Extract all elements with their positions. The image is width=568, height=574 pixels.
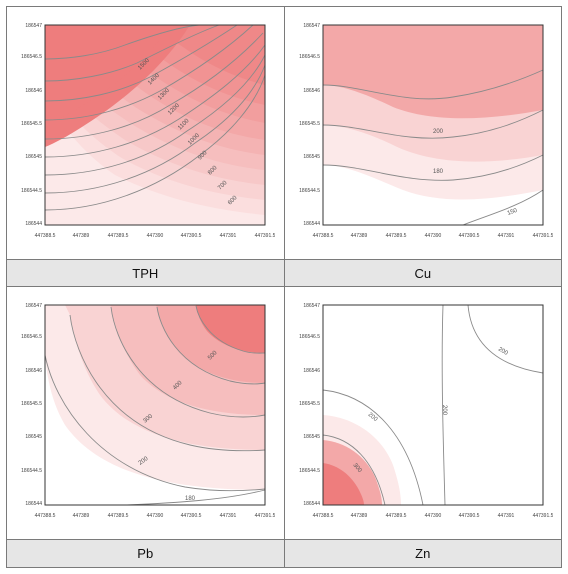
svg-text:186545.5: 186545.5 [21, 121, 42, 127]
svg-text:186544: 186544 [303, 221, 320, 227]
svg-text:186547: 186547 [26, 303, 43, 309]
contour-label: 200 [433, 129, 444, 135]
svg-text:447391: 447391 [220, 233, 237, 239]
plot-cell-cu: 150 180 200 447388.5 447389 447389.5 447… [284, 7, 562, 260]
svg-text:186545.5: 186545.5 [299, 121, 320, 127]
svg-text:447391.5: 447391.5 [532, 513, 552, 519]
svg-text:186546.5: 186546.5 [21, 54, 42, 60]
svg-text:186546: 186546 [26, 88, 43, 94]
panel-label-zn: Zn [284, 540, 562, 568]
contour-plot-cu: 150 180 200 447388.5 447389 447389.5 447… [293, 15, 553, 251]
figure-grid: 600 700 800 900 1000 1100 1200 1300 1400… [0, 0, 568, 574]
svg-text:447389.5: 447389.5 [108, 233, 129, 239]
svg-text:447391.5: 447391.5 [255, 513, 275, 519]
svg-text:447389: 447389 [350, 233, 367, 239]
svg-text:447388.5: 447388.5 [312, 233, 333, 239]
contour-label: 180 [185, 496, 196, 502]
svg-text:186545.5: 186545.5 [299, 401, 320, 407]
svg-text:447389.5: 447389.5 [385, 513, 406, 519]
svg-text:186546.5: 186546.5 [299, 54, 320, 60]
svg-text:447388.5: 447388.5 [35, 513, 56, 519]
svg-text:447388.5: 447388.5 [35, 233, 56, 239]
panel-label: TPH [132, 266, 158, 281]
svg-text:447389: 447389 [350, 513, 367, 519]
svg-text:186547: 186547 [26, 23, 43, 29]
panel-label-cu: Cu [284, 259, 562, 287]
svg-text:186546: 186546 [303, 88, 320, 94]
svg-text:447388.5: 447388.5 [312, 513, 333, 519]
svg-text:447390: 447390 [147, 233, 164, 239]
svg-text:447389: 447389 [73, 513, 90, 519]
svg-text:447391.5: 447391.5 [532, 233, 552, 239]
panel-label-pb: Pb [7, 540, 285, 568]
svg-text:447390.5: 447390.5 [181, 513, 202, 519]
svg-text:447390.5: 447390.5 [181, 233, 202, 239]
svg-text:447390: 447390 [147, 513, 164, 519]
svg-text:447391: 447391 [497, 233, 514, 239]
y-axis: 186544 186544.5 186545 186545.5 186546 1… [21, 23, 42, 227]
svg-text:186544.5: 186544.5 [299, 188, 320, 194]
svg-text:186545: 186545 [26, 154, 43, 160]
svg-text:447390: 447390 [424, 233, 441, 239]
x-axis: 447388.5 447389 447389.5 447390 447390.5… [35, 233, 275, 239]
svg-text:186546: 186546 [303, 368, 320, 374]
svg-text:186544.5: 186544.5 [21, 468, 42, 474]
svg-text:186544: 186544 [26, 221, 43, 227]
svg-text:447391: 447391 [497, 513, 514, 519]
svg-text:447389.5: 447389.5 [108, 513, 129, 519]
plot-cell-tph: 600 700 800 900 1000 1100 1200 1300 1400… [7, 7, 285, 260]
svg-text:186544: 186544 [26, 501, 43, 507]
svg-text:186546.5: 186546.5 [299, 334, 320, 340]
svg-text:186546.5: 186546.5 [21, 334, 42, 340]
svg-text:447389: 447389 [73, 233, 90, 239]
svg-text:447390.5: 447390.5 [458, 233, 479, 239]
svg-text:186544.5: 186544.5 [21, 188, 42, 194]
plot-cell-pb: 180 200 300 400 500 447388.5 447389 4473… [7, 287, 285, 540]
plot-cell-zn: 200 200 200 300 447388.5 447389 447389.5… [284, 287, 562, 540]
contour-label: 200 [441, 405, 447, 416]
svg-text:186547: 186547 [303, 303, 320, 309]
svg-text:447391.5: 447391.5 [255, 233, 275, 239]
svg-text:447391: 447391 [220, 513, 237, 519]
contour-label: 180 [433, 169, 444, 175]
panel-label: Pb [137, 546, 153, 561]
svg-text:186547: 186547 [303, 23, 320, 29]
panel-table: 600 700 800 900 1000 1100 1200 1300 1400… [6, 6, 562, 568]
svg-text:186545: 186545 [26, 434, 43, 440]
svg-text:186545: 186545 [303, 434, 320, 440]
panel-label: Cu [414, 266, 431, 281]
contour-plot-pb: 180 200 300 400 500 447388.5 447389 4473… [15, 295, 275, 531]
svg-text:447390: 447390 [424, 513, 441, 519]
svg-text:447390.5: 447390.5 [458, 513, 479, 519]
svg-text:186544: 186544 [303, 501, 320, 507]
panel-label-tph: TPH [7, 259, 285, 287]
svg-text:447389.5: 447389.5 [385, 233, 406, 239]
svg-text:186545: 186545 [303, 154, 320, 160]
panel-label: Zn [415, 546, 430, 561]
svg-text:186546: 186546 [26, 368, 43, 374]
contour-plot-zn: 200 200 200 300 447388.5 447389 447389.5… [293, 295, 553, 531]
svg-text:186544.5: 186544.5 [299, 468, 320, 474]
svg-text:186545.5: 186545.5 [21, 401, 42, 407]
contour-plot-tph: 600 700 800 900 1000 1100 1200 1300 1400… [15, 15, 275, 251]
